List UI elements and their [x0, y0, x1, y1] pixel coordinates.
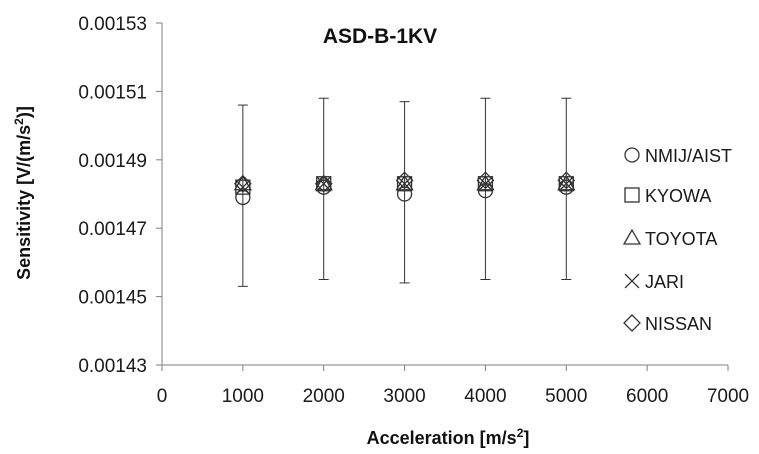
y-tick-label: 0.00149 — [78, 151, 147, 172]
x-tick-label: 2000 — [303, 386, 345, 407]
legend-item-kyowa: KYOWA — [624, 186, 711, 206]
point-toyota — [557, 174, 576, 191]
svg-text:Sensitivity [V/(m/s2)]: Sensitivity [V/(m/s2)] — [12, 106, 34, 280]
point-toyota — [476, 174, 495, 191]
point-jari — [477, 176, 493, 192]
point-jari — [558, 176, 574, 192]
x-tick-label: 4000 — [464, 386, 506, 407]
legend-item-nmij-aist: NMIJ/AIST — [624, 146, 732, 166]
chart-title: ASD-B-1KV — [323, 25, 437, 48]
point-nissan — [476, 171, 495, 190]
axes: 0.00143 0.00145 0.00147 0.00149 0.00151 0.001… — [78, 14, 749, 407]
x-tick-label: 3000 — [383, 386, 425, 407]
x-tick-label: 7000 — [707, 386, 749, 407]
legend-label: NISSAN — [645, 314, 712, 334]
point-nmij-aist — [396, 186, 413, 202]
legend-item-jari: JARI — [624, 272, 684, 292]
point-jari — [397, 176, 413, 192]
legend-label: KYOWA — [645, 186, 711, 206]
data-markers — [233, 171, 576, 206]
x-tick-label: 0 — [157, 386, 168, 407]
point-nissan — [233, 174, 252, 193]
legend-item-nissan: NISSAN — [623, 314, 712, 334]
legend-item-toyota: TOYOTA — [622, 228, 717, 249]
legend-label: NMIJ/AIST — [645, 146, 732, 166]
point-nissan — [395, 171, 414, 190]
y-tick-label: 0.00145 — [78, 288, 147, 309]
legend: NMIJ/AIST KYOWA TOYOTA JARI NISSAN — [622, 146, 732, 334]
x-tick-label: 5000 — [545, 386, 587, 407]
error-bar — [237, 104, 248, 287]
circle-icon — [624, 147, 640, 163]
point-nissan — [314, 174, 333, 193]
error-bar — [318, 97, 329, 280]
point-jari — [235, 179, 251, 195]
error-bar — [399, 101, 410, 284]
y-axis-title: Sensitivity [V/(m/s2)] — [12, 106, 34, 280]
error-bars — [237, 97, 572, 287]
y-axis-title-end: )] — [14, 106, 34, 118]
diamond-icon — [623, 314, 641, 332]
square-icon — [624, 187, 640, 203]
triangle-icon — [622, 228, 642, 245]
x-tick-label: 1000 — [222, 386, 264, 407]
y-axis-title-main: Sensitivity [V/(m/s — [14, 125, 34, 280]
y-tick-label: 0.00153 — [78, 14, 147, 35]
point-nissan — [557, 171, 576, 190]
legend-label: JARI — [645, 272, 684, 292]
x-axis-title-end: ] — [523, 428, 529, 448]
x-axis-title-sup: 2 — [517, 426, 524, 440]
y-tick-label: 0.00143 — [78, 356, 147, 377]
point-toyota — [314, 174, 333, 191]
point-toyota — [395, 174, 414, 191]
y-axis-title-sup: 2 — [12, 118, 26, 125]
point-jari — [316, 176, 332, 192]
x-icon — [624, 273, 640, 289]
x-axis-title: Acceleration [m/s2] — [367, 426, 530, 448]
x-tick-label: 6000 — [626, 386, 668, 407]
y-tick-label: 0.00151 — [78, 82, 147, 103]
x-axis-title-main: Acceleration [m/s — [367, 428, 517, 448]
legend-label: TOYOTA — [645, 229, 717, 249]
point-nmij-aist — [235, 189, 251, 206]
y-tick-label: 0.00147 — [78, 219, 147, 240]
